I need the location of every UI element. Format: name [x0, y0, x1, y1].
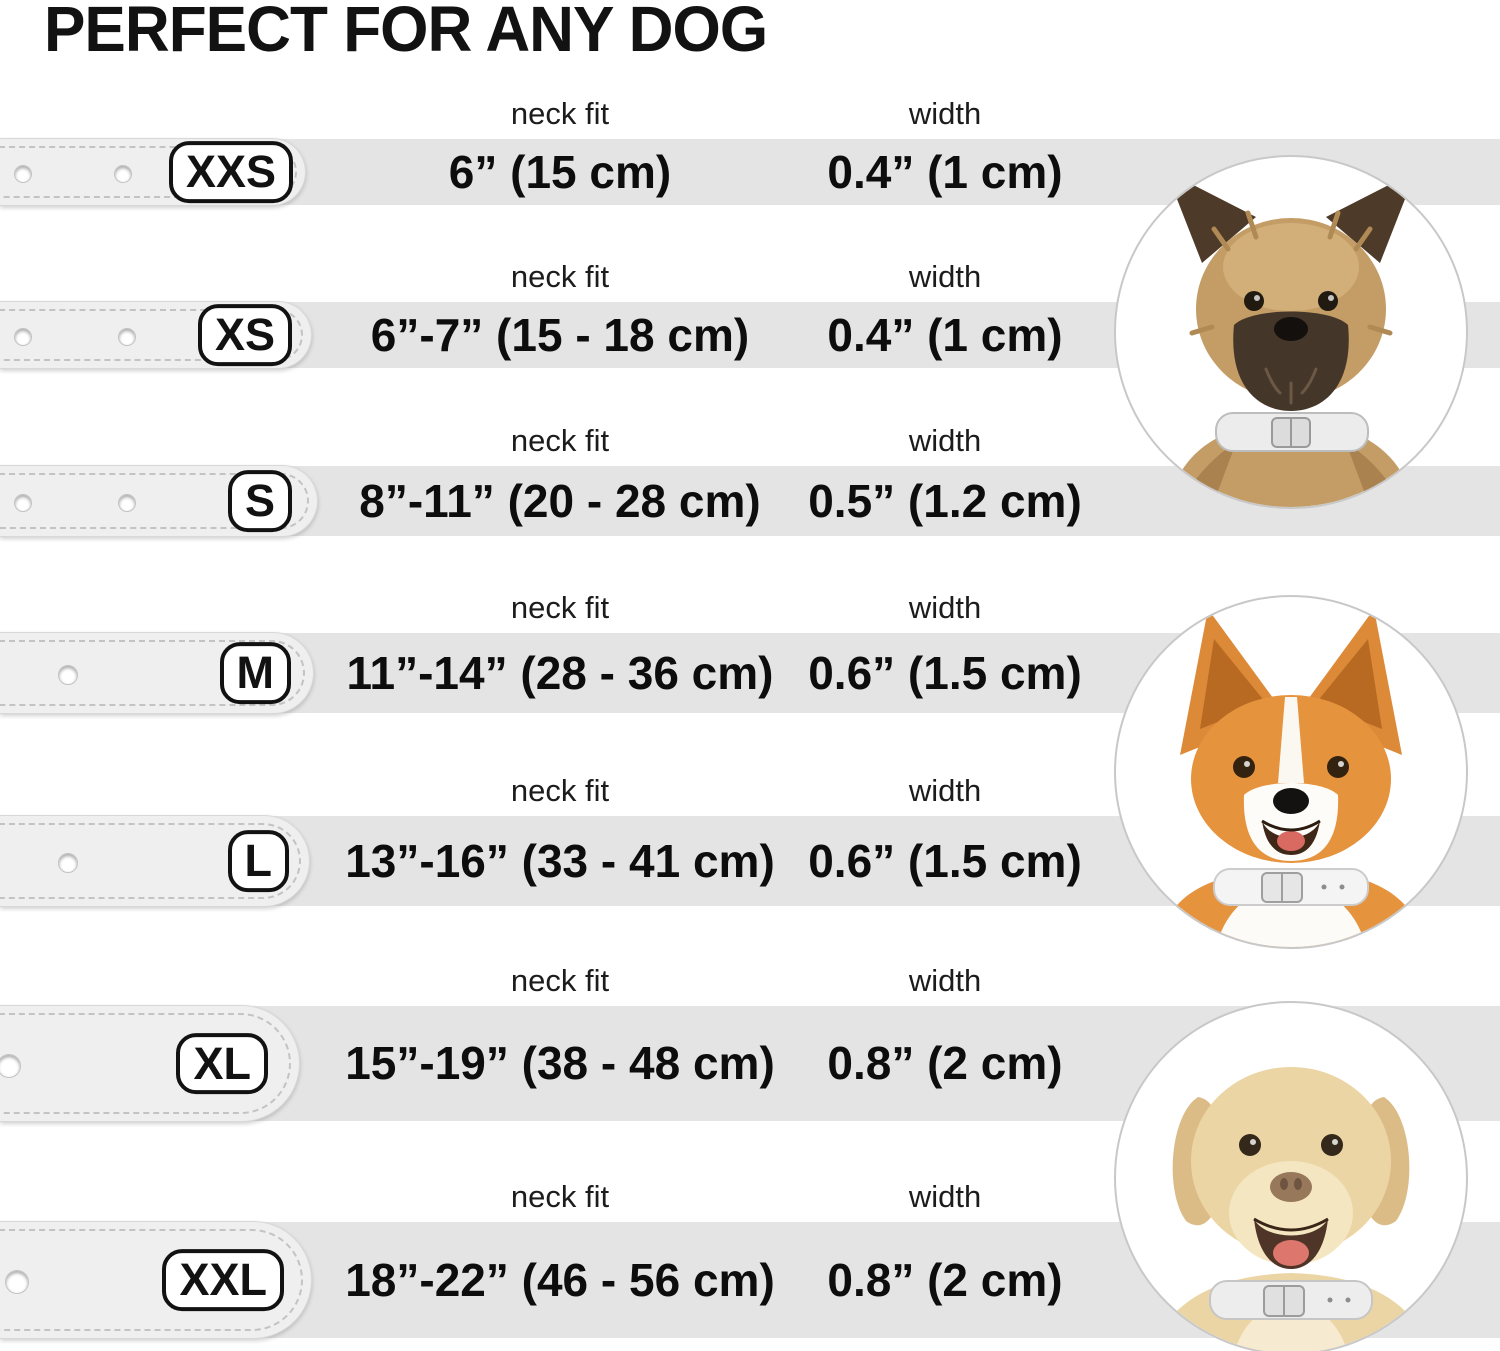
column-header-neck-fit: neck fit [510, 1179, 610, 1214]
width-value: 0.6” (1.5 cm) [808, 835, 1082, 887]
column-header-neck-fit: neck fit [510, 963, 610, 998]
column-header-neck-fit: neck fit [510, 96, 610, 131]
terrier-illustration [1166, 171, 1416, 507]
size-badge: S [227, 470, 292, 532]
strap-hole [5, 1270, 29, 1294]
column-header-width: width [908, 96, 982, 131]
width-value: 0.8” (2 cm) [827, 1037, 1063, 1089]
width-value: 0.8” (2 cm) [827, 1254, 1063, 1306]
strap-hole [118, 328, 136, 346]
strap-hole [114, 165, 132, 183]
width-value: 0.4” (1 cm) [827, 309, 1063, 361]
strap-hole [14, 165, 32, 183]
column-header-width: width [908, 1179, 982, 1214]
corgi-illustration [1156, 609, 1426, 947]
column-header-width: width [908, 259, 982, 294]
neck-fit-value: 13”-16” (33 - 41 cm) [345, 835, 775, 887]
strap-hole [14, 328, 32, 346]
size-badge: L [227, 830, 289, 892]
size-badge: XL [176, 1032, 268, 1095]
strap-hole [118, 494, 136, 512]
strap-hole [14, 494, 32, 512]
width-value: 0.6” (1.5 cm) [808, 647, 1082, 699]
size-badge: M [219, 642, 291, 704]
labrador-dog-photo [1114, 1001, 1468, 1351]
corgi-dog-photo [1114, 595, 1468, 949]
neck-fit-value: 6” (15 cm) [448, 146, 672, 198]
small-terrier-dog-photo [1114, 155, 1468, 509]
column-header-neck-fit: neck fit [510, 259, 610, 294]
page-title: PERFECT FOR ANY DOG [44, 0, 768, 65]
neck-fit-value: 11”-14” (28 - 36 cm) [346, 647, 774, 699]
column-header-neck-fit: neck fit [510, 590, 610, 625]
strap-hole [58, 853, 78, 873]
column-header-width: width [908, 773, 982, 808]
column-header-width: width [908, 963, 982, 998]
neck-fit-value: 6”-7” (15 - 18 cm) [370, 309, 750, 361]
neck-fit-value: 8”-11” (20 - 28 cm) [359, 475, 761, 527]
strap-hole [0, 1053, 21, 1078]
size-badge: XXL [162, 1249, 284, 1311]
width-value: 0.5” (1.2 cm) [808, 475, 1082, 527]
neck-fit-value: 15”-19” (38 - 48 cm) [345, 1037, 775, 1089]
column-header-width: width [908, 590, 982, 625]
column-header-neck-fit: neck fit [510, 423, 610, 458]
size-badge: XXS [168, 141, 293, 203]
column-header-width: width [908, 423, 982, 458]
labrador-illustration [1152, 1067, 1430, 1351]
neck-fit-value: 18”-22” (46 - 56 cm) [345, 1254, 775, 1306]
width-value: 0.4” (1 cm) [827, 146, 1063, 198]
size-badge: XS [197, 304, 292, 366]
column-header-neck-fit: neck fit [510, 773, 610, 808]
strap-hole [58, 665, 78, 685]
